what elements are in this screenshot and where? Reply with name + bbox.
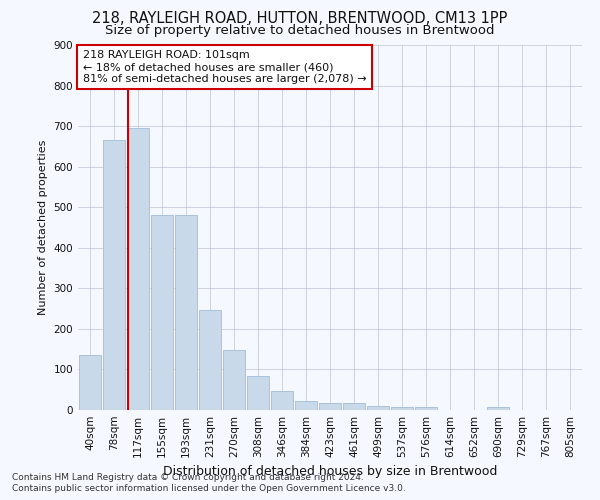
Bar [367,406,389,410]
Bar [487,407,509,410]
Text: Contains HM Land Registry data © Crown copyright and database right 2024.: Contains HM Land Registry data © Crown c… [12,472,364,482]
Bar [271,390,293,410]
Bar [199,310,221,410]
Bar [343,403,365,410]
Text: 218 RAYLEIGH ROAD: 101sqm
← 18% of detached houses are smaller (460)
81% of semi: 218 RAYLEIGH ROAD: 101sqm ← 18% of detac… [83,50,367,84]
Bar [223,350,245,410]
Bar [295,401,317,410]
Bar [151,216,173,410]
Bar [319,402,341,410]
Bar [415,407,437,410]
Bar [127,128,149,410]
Bar [103,140,125,410]
X-axis label: Distribution of detached houses by size in Brentwood: Distribution of detached houses by size … [163,466,497,478]
Bar [247,376,269,410]
Text: Size of property relative to detached houses in Brentwood: Size of property relative to detached ho… [105,24,495,37]
Text: 218, RAYLEIGH ROAD, HUTTON, BRENTWOOD, CM13 1PP: 218, RAYLEIGH ROAD, HUTTON, BRENTWOOD, C… [92,11,508,26]
Bar [175,216,197,410]
Text: Contains public sector information licensed under the Open Government Licence v3: Contains public sector information licen… [12,484,406,493]
Bar [391,407,413,410]
Y-axis label: Number of detached properties: Number of detached properties [38,140,48,315]
Bar [79,355,101,410]
